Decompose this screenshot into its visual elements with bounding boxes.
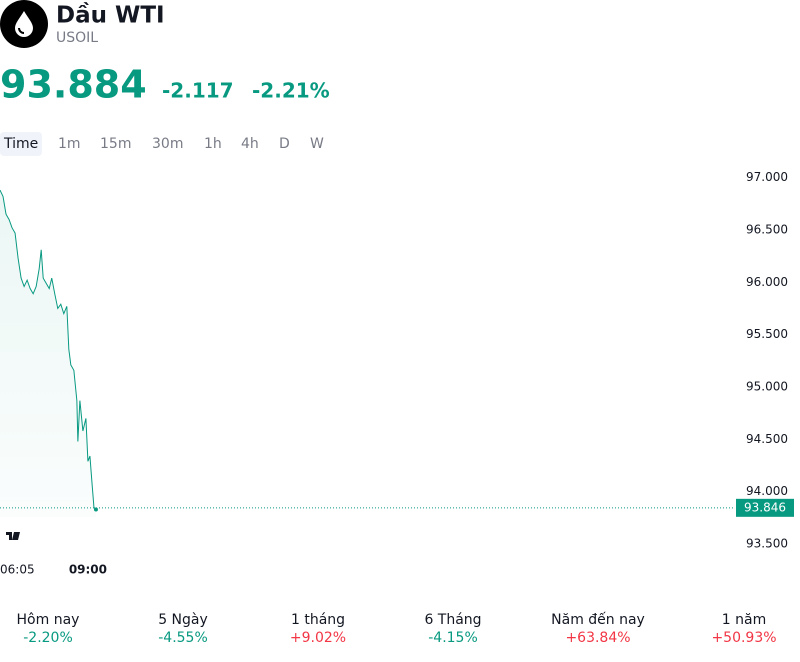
change: -2.117: [162, 79, 234, 103]
performance-label: Hôm nay: [17, 612, 80, 628]
symbol: USOIL: [56, 30, 98, 46]
price: 93.884: [0, 63, 147, 107]
x-tick-label: 09:00: [69, 563, 107, 577]
y-tick-label: 97.000: [746, 170, 788, 184]
y-tick-label: 96.500: [746, 222, 788, 236]
performance-value: +9.02%: [290, 630, 346, 646]
title: Dầu WTI: [56, 2, 165, 29]
performance-value: +63.84%: [565, 630, 630, 646]
last-price-badge: [736, 498, 794, 517]
performance-label: 6 Tháng: [424, 612, 481, 628]
y-tick-label: 94.500: [746, 432, 788, 446]
performance-value: -4.55%: [158, 630, 208, 646]
y-tick-label: 95.000: [746, 379, 788, 393]
y-tick-label: 93.500: [746, 537, 788, 551]
timeframe-tab: 1m: [58, 136, 81, 152]
active-tab-bg: [0, 132, 42, 156]
timeframe-tab: D: [279, 136, 290, 152]
change-percent: -2.21%: [252, 79, 330, 103]
area: [0, 190, 96, 517]
price-line: [0, 189, 97, 510]
x-tick-label: 06:05: [0, 563, 35, 577]
logo-mark: [6, 532, 20, 540]
performance-label: 1 năm: [722, 612, 766, 628]
logo: [0, 522, 27, 550]
last-price-label: 93.846: [744, 500, 786, 514]
drop-shine: [18, 27, 25, 34]
timeframe-tab: W: [310, 136, 324, 152]
timeframe-tab: Time: [3, 136, 38, 152]
last-point: [93, 507, 98, 512]
y-tick-label: 96.000: [746, 275, 788, 289]
performance-value: +50.93%: [711, 630, 776, 646]
performance-value: -2.20%: [23, 630, 73, 646]
y-tick-label: 94.000: [746, 484, 788, 498]
performance-label: 1 tháng: [291, 612, 345, 628]
performance-value: -4.15%: [428, 630, 478, 646]
performance-label: Năm đến nay: [551, 611, 645, 628]
y-tick-label: 95.500: [746, 327, 788, 341]
timeframe-tab: 30m: [152, 136, 183, 152]
timeframe-tab: 4h: [241, 136, 259, 152]
timeframe-tab: 15m: [100, 136, 131, 152]
performance-label: 5 Ngày: [158, 612, 208, 628]
timeframe-tab: 1h: [204, 136, 222, 152]
